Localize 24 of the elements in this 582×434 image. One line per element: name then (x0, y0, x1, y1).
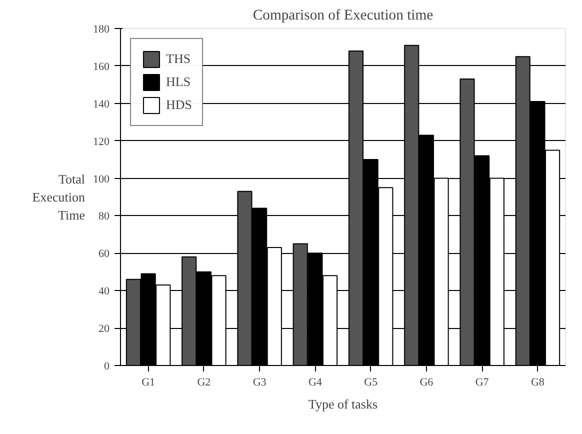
x-tick-label: G5 (364, 376, 378, 388)
y-tick-label: 0 (104, 360, 110, 372)
y-tick-label: 160 (93, 60, 110, 73)
x-tick-label: G4 (308, 376, 322, 388)
x-tick-label: G7 (475, 376, 490, 388)
x-tick-label: G3 (252, 376, 267, 388)
x-tick-label: G2 (197, 376, 211, 388)
y-tick-label: 120 (93, 136, 110, 148)
legend-label: HLS (166, 74, 191, 90)
y-tick-label: 180 (93, 24, 110, 36)
x-tick-label: G8 (530, 376, 545, 388)
y-tick-label: 100 (93, 173, 110, 186)
y-tick-label: 140 (93, 98, 110, 110)
x-tick-label: G6 (420, 376, 434, 388)
x-tick-label: G1 (142, 376, 156, 388)
y-tick-label: 20 (98, 323, 110, 336)
x-axis-title: Type of tasks (308, 396, 378, 412)
legend-label: THS (166, 51, 191, 67)
y-tick-label: 40 (98, 286, 110, 298)
y-tick-label: 60 (98, 248, 110, 260)
y-tick-label: 80 (98, 210, 110, 223)
y-axis-title: Total Execution Time (32, 172, 86, 222)
legend-label: HDS (166, 97, 192, 113)
chart-title: Comparison of Execution time (252, 8, 434, 24)
